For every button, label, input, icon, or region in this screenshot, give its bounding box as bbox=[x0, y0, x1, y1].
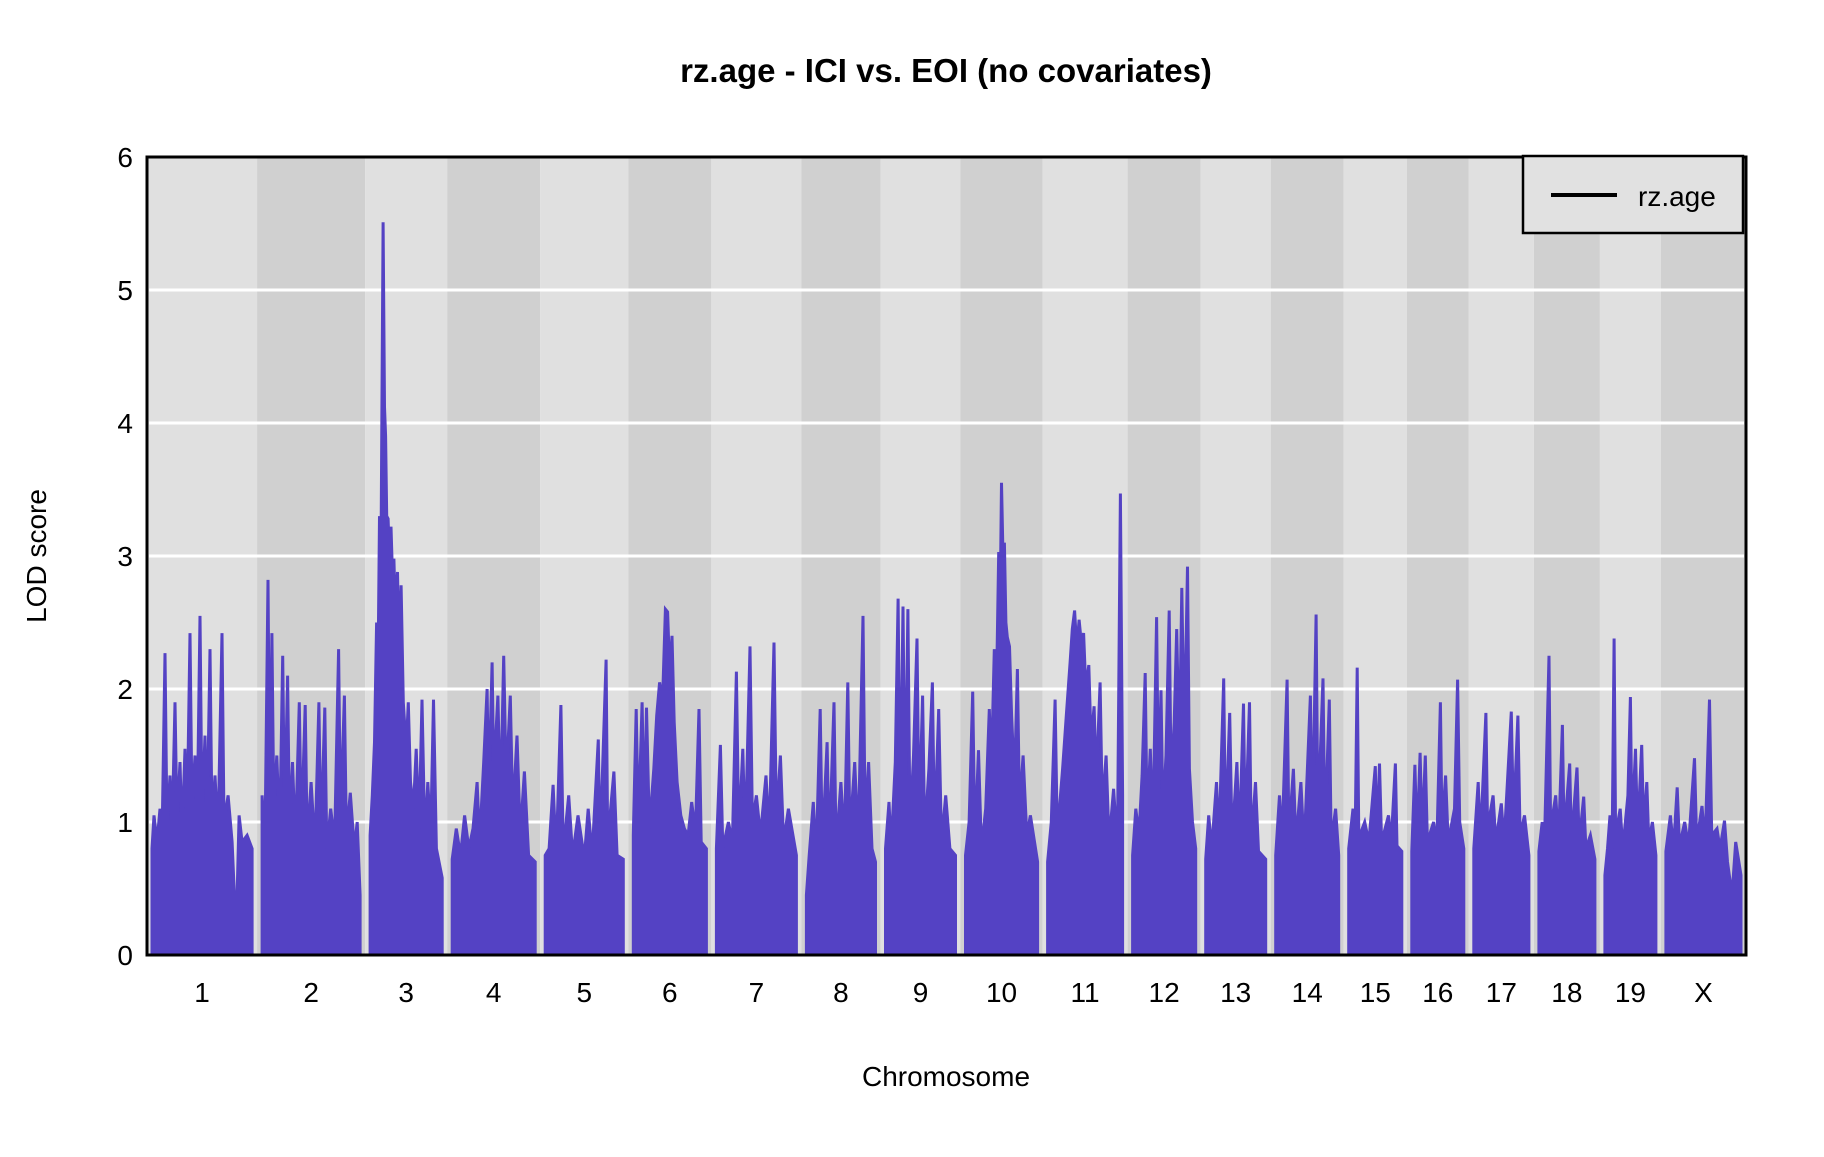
lod-series-chr-14 bbox=[1274, 614, 1341, 957]
legend: rz.age bbox=[1521, 154, 1745, 235]
lod-series-chr-16 bbox=[1410, 679, 1466, 957]
lod-series-chr-11 bbox=[1046, 493, 1125, 957]
x-axis-title: Chromosome bbox=[862, 1061, 1030, 1092]
y-tick-label-1: 1 bbox=[117, 807, 133, 838]
x-tick-labels: 1 2 3 4 5 6 7 8 9 10 11 12 13 14 15 16 17 18 19 X bbox=[194, 977, 1713, 1008]
x-tick-label-17: 17 bbox=[1486, 977, 1517, 1008]
y-tick-label-4: 4 bbox=[117, 408, 133, 439]
x-tick-label-X: X bbox=[1694, 977, 1713, 1008]
lod-series-chr-6 bbox=[631, 605, 708, 957]
lod-series-chr-2 bbox=[260, 579, 362, 957]
x-tick-label-3: 3 bbox=[398, 977, 414, 1008]
lod-series-chr-12 bbox=[1131, 566, 1198, 957]
x-tick-label-5: 5 bbox=[576, 977, 592, 1008]
lod-series-chr-15 bbox=[1347, 667, 1404, 957]
lod-series-chr-9 bbox=[884, 598, 957, 957]
x-tick-label-11: 11 bbox=[1071, 977, 1100, 1008]
lod-series-chr-17 bbox=[1472, 711, 1531, 957]
y-tick-labels: 0 1 2 3 4 5 6 bbox=[117, 142, 133, 971]
y-tick-label-5: 5 bbox=[117, 275, 133, 306]
x-tick-label-10: 10 bbox=[986, 977, 1017, 1008]
x-tick-label-15: 15 bbox=[1360, 977, 1391, 1008]
x-tick-label-13: 13 bbox=[1220, 977, 1251, 1008]
lod-series-chr-13 bbox=[1204, 678, 1268, 957]
legend-series-label: rz.age bbox=[1638, 181, 1716, 212]
lod-series-chr-19 bbox=[1603, 638, 1658, 957]
y-tick-label-2: 2 bbox=[117, 674, 133, 705]
y-tick-label-6: 6 bbox=[117, 142, 133, 173]
plot-border bbox=[145, 155, 1748, 957]
chart-title: rz.age - ICI vs. EOI (no covariates) bbox=[680, 52, 1212, 89]
lod-series-chr-1 bbox=[150, 615, 254, 957]
lod-series-chr-10 bbox=[964, 482, 1040, 957]
lod-series bbox=[150, 222, 1743, 957]
x-tick-label-4: 4 bbox=[486, 977, 502, 1008]
x-tick-label-6: 6 bbox=[662, 977, 678, 1008]
x-tick-label-16: 16 bbox=[1422, 977, 1453, 1008]
x-tick-label-9: 9 bbox=[913, 977, 929, 1008]
x-tick-label-8: 8 bbox=[833, 977, 849, 1008]
x-tick-label-12: 12 bbox=[1149, 977, 1180, 1008]
lod-series-chr-18 bbox=[1537, 655, 1597, 957]
lod-series-chr-8 bbox=[804, 615, 877, 957]
lod-series-chr-3 bbox=[368, 222, 444, 957]
y-tick-label-0: 0 bbox=[117, 940, 133, 971]
y-axis-title: LOD score bbox=[21, 489, 52, 623]
lod-series-chr-7 bbox=[714, 642, 798, 957]
x-tick-label-18: 18 bbox=[1551, 977, 1582, 1008]
lod-series-chr-5 bbox=[543, 659, 625, 957]
x-tick-label-2: 2 bbox=[303, 977, 319, 1008]
y-tick-label-3: 3 bbox=[117, 541, 133, 572]
x-tick-label-7: 7 bbox=[749, 977, 765, 1008]
x-tick-label-1: 1 bbox=[194, 977, 210, 1008]
x-tick-label-14: 14 bbox=[1292, 977, 1323, 1008]
lod-series-chr-X bbox=[1664, 699, 1743, 957]
x-tick-label-19: 19 bbox=[1615, 977, 1646, 1008]
lod-series-chr-4 bbox=[450, 655, 537, 957]
